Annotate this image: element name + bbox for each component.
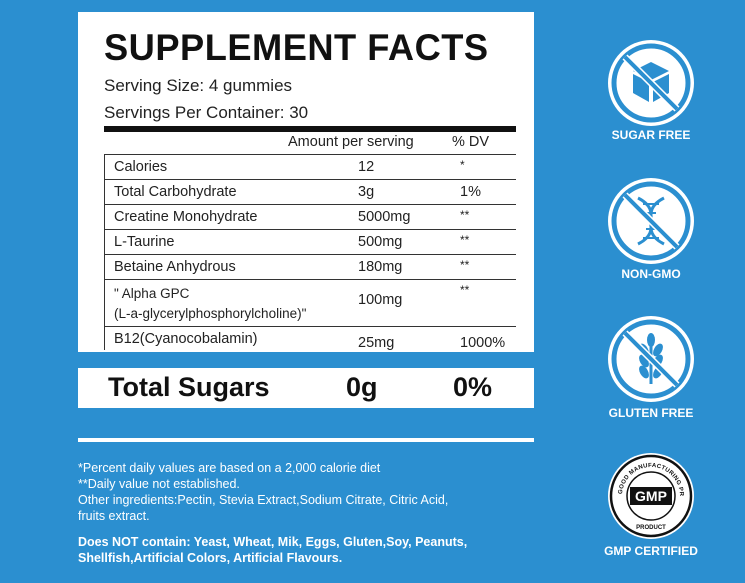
nutrient-amount: 180mg <box>358 259 403 275</box>
badge-label: NON-GMO <box>621 267 681 281</box>
table-row: Total Carbohydrate 3g 1% <box>104 180 516 205</box>
table-left-border <box>104 154 105 350</box>
serving-size: Serving Size: 4 gummies <box>104 76 293 95</box>
other-ingredients-cont: fruits extract. <box>78 509 150 523</box>
nutrient-dv: ** <box>460 233 470 247</box>
nutrient-name: Total Carbohydrate <box>114 184 237 200</box>
table-row: B12(Cyanocobalamin) 25mg 1000% <box>104 327 516 353</box>
nutrient-name: Creatine Monohydrate <box>114 209 258 225</box>
nutrient-amount: 25mg <box>358 335 395 351</box>
table-row: " Alpha GPC (L-a-glycerylphosphorylcholi… <box>104 280 516 327</box>
total-sugars-amount: 0g <box>346 372 378 402</box>
total-sugars-bar: Total Sugars 0g 0% <box>78 368 534 408</box>
badge-label: SUGAR FREE <box>611 128 691 142</box>
dna-icon <box>608 178 694 264</box>
nutrient-name: Betaine Anhydrous <box>114 259 236 275</box>
nutrient-amount: 12 <box>358 159 375 175</box>
total-sugars-dv: 0% <box>453 372 493 402</box>
nutrient-name-line1: " Alpha GPC <box>114 286 190 301</box>
nutrient-dv: * <box>460 158 465 172</box>
badge-label: GMP CERTIFIED <box>604 544 698 558</box>
nutrient-name: L-Taurine <box>114 234 175 250</box>
header-dv: % DV <box>452 134 490 150</box>
supplement-facts-panel: SUPPLEMENT FACTS Serving Size: 4 gummies… <box>78 12 534 352</box>
nutrient-dv: ** <box>460 283 470 297</box>
table-header: Amount per serving % DV <box>104 132 516 155</box>
wheat-icon <box>608 316 694 402</box>
allergen-statement: Does NOT contain: Yeast, Wheat, Mik, Egg… <box>78 535 468 549</box>
table-row: Calories 12 * <box>104 155 516 180</box>
footnotes: *Percent daily values are based on a 2,0… <box>78 460 548 566</box>
nutrient-name-line2: (L-a-glycerylphosphorylcholine)" <box>114 306 307 321</box>
nutrient-amount: 3g <box>358 184 375 200</box>
table-row: Betaine Anhydrous 180mg ** <box>104 255 516 280</box>
badge-label: GLUTEN FREE <box>608 406 694 420</box>
total-sugars-label: Total Sugars <box>108 372 270 402</box>
table-row: L-Taurine 500mg ** <box>104 230 516 255</box>
footnote-not-established: **Daily value not established. <box>78 477 240 491</box>
thick-divider <box>104 126 516 132</box>
footnote-dv: *Percent daily values are based on a 2,0… <box>78 461 381 475</box>
nutrient-dv: 1000% <box>460 335 506 351</box>
table-row: Creatine Monohydrate 5000mg ** <box>104 205 516 230</box>
nutrient-dv: 1% <box>460 184 481 200</box>
seal-bottom-text: PRODUCT <box>636 525 666 531</box>
nutrient-amount: 500mg <box>358 234 403 250</box>
seal-center-text: GMP <box>635 488 667 504</box>
header-amount: Amount per serving <box>288 134 414 150</box>
cube-icon <box>608 40 694 126</box>
nutrient-amount: 5000mg <box>358 209 411 225</box>
nutrient-dv: ** <box>460 258 470 272</box>
other-ingredients: Other ingredients:Pectin, Stevia Extract… <box>78 493 449 507</box>
allergen-statement-cont: Shellfish,Artificial Colors, Artificial … <box>78 551 343 565</box>
gmp-seal-icon: GOOD MANUFACTURING PRACTICE GMP PRODUCT <box>608 453 694 539</box>
nutrient-dv: ** <box>460 208 470 222</box>
nutrient-table: Amount per serving % DV Calories 12 * To… <box>104 132 516 353</box>
nutrient-amount: 100mg <box>358 292 403 308</box>
nutrient-name: " Alpha GPC (L-a-glycerylphosphorylcholi… <box>114 284 306 324</box>
white-divider <box>78 438 534 442</box>
nutrient-name: Calories <box>114 159 168 175</box>
facts-title: SUPPLEMENT FACTS <box>104 27 489 68</box>
servings-per-container: Servings Per Container: 30 <box>104 103 309 122</box>
nutrient-name: B12(Cyanocobalamin) <box>114 331 258 347</box>
